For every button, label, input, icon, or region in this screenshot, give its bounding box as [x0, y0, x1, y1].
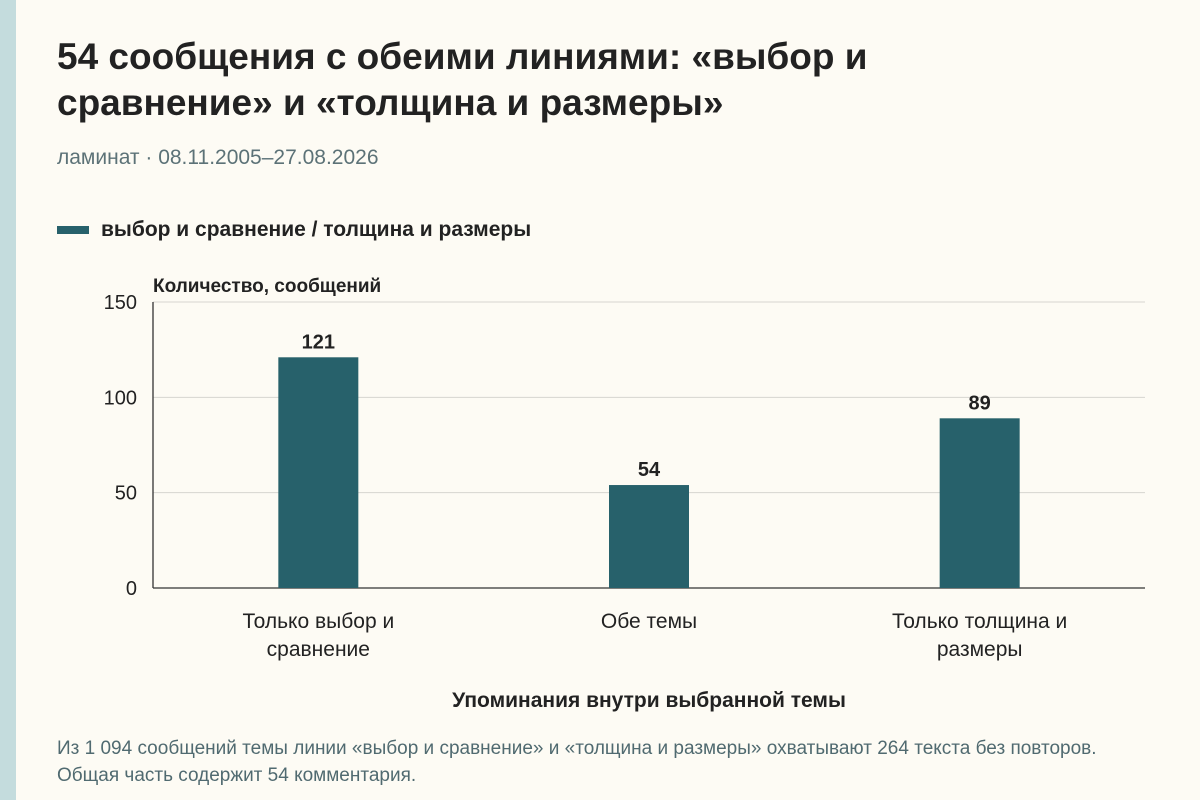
x-tick-label-line: сравнение: [267, 638, 370, 661]
y-tick-label: 100: [104, 387, 137, 409]
plot-area: 0 50 100 150 121 Только выбор и сравнение 54 Обе…: [104, 292, 1145, 661]
bar-value-label: 121: [302, 331, 335, 353]
legend-label: выбор и сравнение / толщина и размеры: [101, 218, 532, 241]
x-tick-label-line: размеры: [937, 638, 1023, 661]
y-axis-title: Количество, сообщений: [153, 276, 381, 297]
x-tick-label-line: Обе темы: [601, 610, 697, 633]
y-tick-label: 0: [126, 578, 137, 600]
bar-value-label: 54: [638, 459, 661, 481]
x-tick-label: Обе темы: [601, 610, 697, 633]
chart-subtitle: ламинат · 08.11.2005–27.08.2026: [57, 146, 379, 169]
bar: [939, 418, 1020, 588]
footnote: Из 1 094 сообщений темы линии «выбор и с…: [57, 738, 1097, 786]
bar-value-label: 89: [969, 392, 991, 414]
x-tick-label-line: Только выбор и: [242, 610, 394, 633]
x-tick-label-line: Только толщина и: [892, 610, 1067, 633]
bar: [278, 357, 359, 588]
y-tick-label: 150: [104, 292, 137, 314]
legend: выбор и сравнение / толщина и размеры: [57, 218, 531, 242]
chart-title: 54 сообщения с обеими линиями: «выбор и …: [57, 36, 868, 123]
x-tick-label: Только выбор и сравнение: [242, 610, 394, 661]
x-tick-label: Только толщина и размеры: [892, 610, 1067, 661]
x-axis-title: Упоминания внутри выбранной темы: [452, 689, 846, 712]
bar: [609, 485, 689, 588]
left-accent-bar: [0, 0, 16, 800]
legend-swatch: [57, 226, 89, 234]
y-tick-label: 50: [115, 483, 137, 505]
